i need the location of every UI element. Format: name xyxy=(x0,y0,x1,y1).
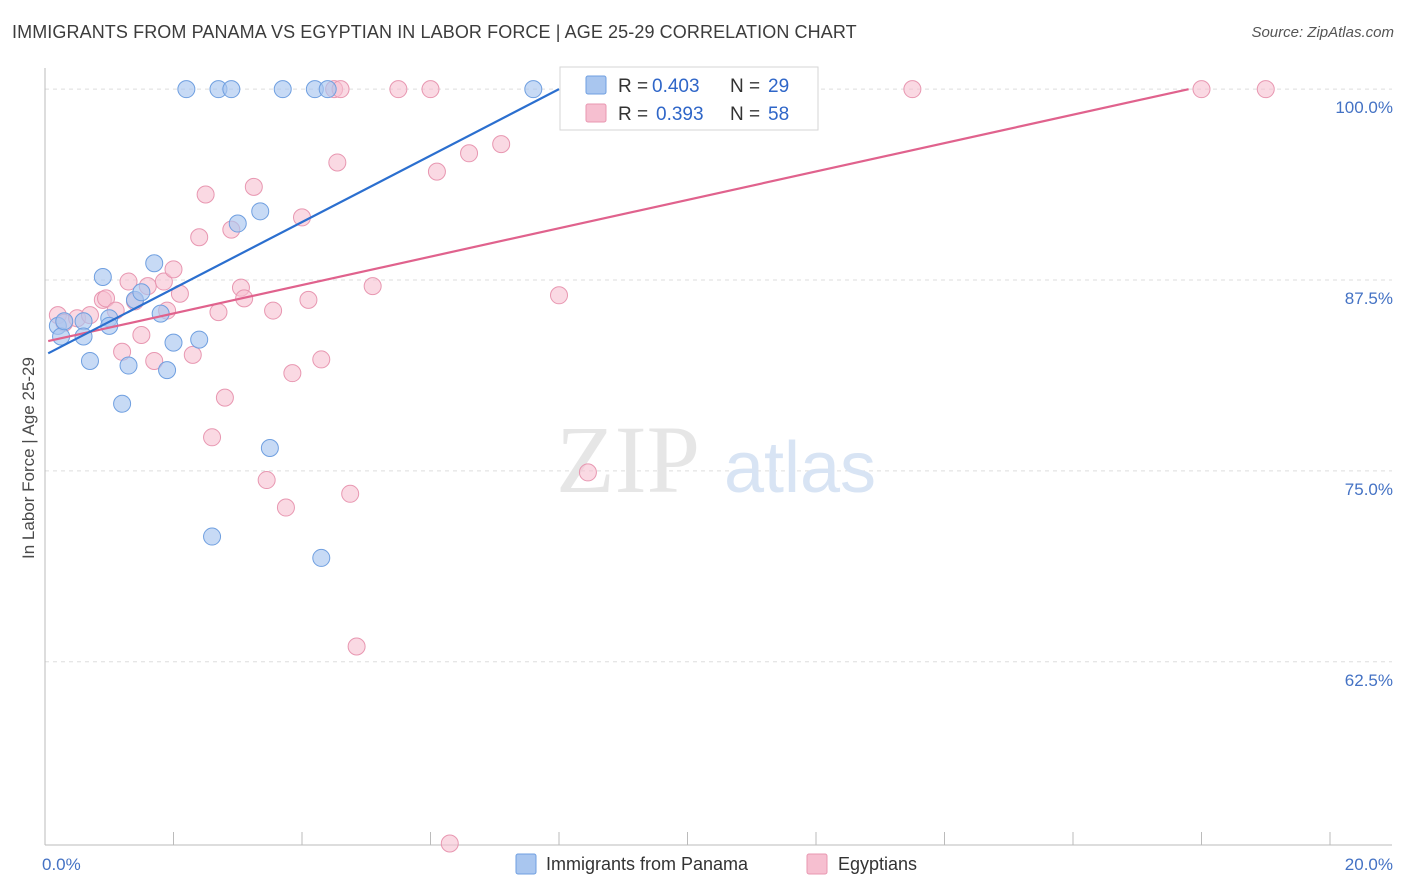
panama-point xyxy=(273,80,292,99)
x-tick-label-max: 20.0% xyxy=(1345,855,1393,874)
egyptians-point xyxy=(363,277,382,296)
egyptians-point xyxy=(578,463,597,482)
chart-title: IMMIGRANTS FROM PANAMA VS EGYPTIAN IN LA… xyxy=(12,22,857,42)
panama-point xyxy=(312,548,331,567)
panama-point xyxy=(190,330,209,349)
legend-r-value-panama: 0.403 xyxy=(652,76,700,97)
egyptians-point xyxy=(1256,80,1275,99)
egyptians-point xyxy=(209,303,228,322)
egyptians-points xyxy=(48,80,1275,853)
egyptians-point xyxy=(341,484,360,503)
legend-r-value-egyptians: 0.393 xyxy=(656,104,704,125)
egyptians-point xyxy=(283,364,302,383)
watermark: ZIP atlas xyxy=(556,406,876,513)
panama-point xyxy=(260,438,279,457)
panama-trend-line xyxy=(47,88,560,355)
panama-point xyxy=(158,361,177,380)
series-legend-label-egyptians: Egyptians xyxy=(838,854,917,874)
egyptians-point xyxy=(1192,80,1211,99)
egyptians-point xyxy=(244,177,263,196)
egyptians-point xyxy=(203,428,222,447)
egyptians-point xyxy=(145,351,164,370)
egyptians-point xyxy=(257,471,276,490)
egyptians-point xyxy=(215,388,234,407)
egyptians-point xyxy=(196,185,215,204)
series-legend-swatch-egyptians xyxy=(806,853,828,875)
watermark-atlas: atlas xyxy=(724,428,876,508)
panama-point xyxy=(145,254,164,273)
egyptians-point xyxy=(293,208,311,227)
legend-swatch-egyptians xyxy=(585,103,607,123)
egyptians-point xyxy=(460,144,479,163)
egyptians-point xyxy=(550,286,568,305)
panama-point xyxy=(228,214,247,233)
stats-legend: R = 0.403 N = 29 R = 0.393 N = 58 xyxy=(559,66,819,131)
panama-point xyxy=(74,327,93,346)
y-axis-label: In Labor Force | Age 25-29 xyxy=(19,357,38,559)
egyptians-point xyxy=(299,290,318,309)
panama-point xyxy=(524,80,543,99)
panama-point xyxy=(251,202,270,221)
egyptians-point xyxy=(119,272,138,291)
egyptians-point xyxy=(312,350,331,369)
legend-n-value-egyptians: 58 xyxy=(768,104,789,125)
panama-point xyxy=(132,283,151,302)
egyptians-point xyxy=(276,498,295,517)
egyptians-point xyxy=(492,135,511,154)
panama-point xyxy=(203,527,222,546)
egyptians-point xyxy=(347,637,366,656)
legend-r-label-egyptians: R = xyxy=(618,104,648,125)
series-legend: Immigrants from Panama Egyptians xyxy=(515,853,917,875)
legend-n-value-panama: 29 xyxy=(768,76,789,97)
egyptians-point xyxy=(154,272,173,291)
x-axis-ticks xyxy=(44,832,1331,845)
egyptians-point xyxy=(427,162,446,181)
egyptians-point xyxy=(264,301,283,320)
panama-point xyxy=(74,312,93,331)
egyptians-point xyxy=(903,80,922,99)
panama-point xyxy=(113,394,132,413)
panama-point xyxy=(119,356,138,375)
panama-point xyxy=(80,351,99,370)
panama-point xyxy=(151,304,170,323)
egyptians-point xyxy=(190,228,209,247)
panama-point xyxy=(318,80,337,99)
y-tick-label: 62.5% xyxy=(1345,671,1393,690)
y-tick-label: 87.5% xyxy=(1345,289,1393,308)
y-tick-label: 75.0% xyxy=(1345,480,1393,499)
y-axis-tick-labels: 62.5% 75.0% 87.5% 100.0% xyxy=(1335,98,1393,690)
panama-point xyxy=(177,80,196,99)
series-legend-swatch-panama xyxy=(515,853,537,875)
series-legend-label-panama: Immigrants from Panama xyxy=(546,854,749,874)
egyptians-point xyxy=(389,80,408,99)
legend-n-label-egyptians: N = xyxy=(730,104,760,125)
legend-swatch-panama xyxy=(585,75,607,95)
egyptians-point xyxy=(183,345,202,364)
source-credit: Source: ZipAtlas.com xyxy=(1251,24,1394,41)
egyptians-point xyxy=(97,289,116,308)
egyptians-point xyxy=(440,834,459,853)
panama-point xyxy=(93,267,112,286)
egyptians-trend-line xyxy=(47,88,1189,343)
panama-point xyxy=(222,80,241,99)
y-tick-label: 100.0% xyxy=(1335,98,1393,117)
x-tick-label-min: 0.0% xyxy=(42,855,81,874)
panama-points xyxy=(48,80,543,567)
egyptians-point xyxy=(132,326,151,344)
grid-lines xyxy=(45,88,1392,663)
trend-lines xyxy=(47,88,1189,355)
legend-n-label-panama: N = xyxy=(730,76,760,97)
panama-point xyxy=(164,333,183,352)
x-axis-tick-labels: 0.0% 20.0% xyxy=(42,855,1393,874)
legend-r-label-panama: R = xyxy=(618,76,648,97)
egyptians-point xyxy=(164,260,183,279)
egyptians-point xyxy=(421,80,440,99)
axes xyxy=(44,68,1392,846)
egyptians-point xyxy=(328,153,347,172)
watermark-zip: ZIP xyxy=(556,406,700,513)
panama-point xyxy=(55,312,74,331)
